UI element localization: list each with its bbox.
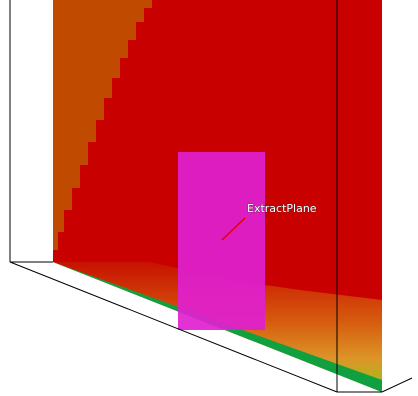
extract-plane — [178, 152, 265, 330]
page: {"label": {"text": "ExtractPlane"}} Extr… — [0, 0, 418, 396]
render-view: ExtractPlane — [0, 0, 418, 396]
plane-label: ExtractPlane — [247, 202, 317, 215]
